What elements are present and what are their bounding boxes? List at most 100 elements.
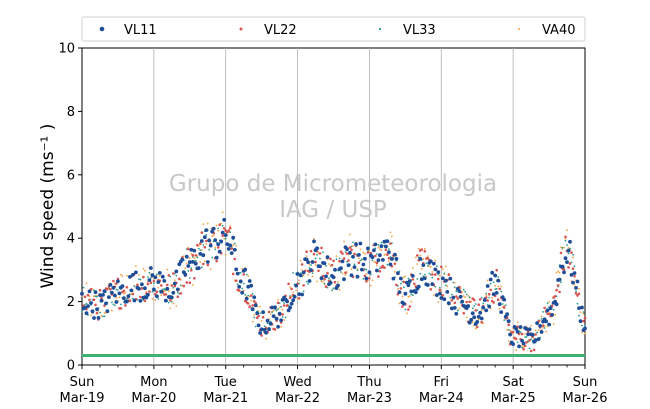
- data-point: [335, 258, 338, 260]
- data-point: [320, 280, 323, 282]
- data-point: [138, 274, 140, 276]
- data-point: [89, 301, 93, 305]
- data-point: [353, 252, 356, 256]
- data-point: [543, 327, 546, 329]
- data-point: [143, 286, 147, 291]
- data-point: [325, 264, 327, 267]
- data-point: [114, 300, 119, 304]
- data-point: [122, 296, 126, 301]
- data-point: [95, 311, 99, 315]
- legend-label-va40: VA40: [542, 23, 576, 38]
- data-point: [184, 267, 187, 270]
- data-point: [560, 264, 565, 269]
- data-point: [384, 244, 388, 249]
- data-point: [200, 231, 204, 234]
- data-point: [188, 257, 191, 260]
- data-point: [160, 284, 163, 287]
- data-point: [207, 238, 212, 243]
- data-point: [259, 327, 264, 332]
- data-point: [117, 289, 119, 291]
- data-point: [315, 246, 319, 251]
- data-point: [182, 284, 186, 288]
- data-point: [121, 275, 124, 277]
- data-point: [290, 295, 293, 298]
- data-point: [135, 265, 137, 267]
- data-point: [557, 270, 559, 273]
- data-point: [354, 242, 358, 247]
- data-point: [124, 304, 127, 307]
- data-point: [123, 292, 125, 295]
- data-point: [379, 248, 381, 251]
- data-point: [433, 267, 438, 272]
- data-point: [235, 271, 240, 276]
- x-tick-label-day: Fri: [434, 375, 450, 390]
- data-point: [316, 254, 318, 256]
- data-point: [410, 300, 413, 303]
- data-point: [307, 282, 309, 285]
- data-point: [124, 291, 127, 294]
- data-point: [163, 289, 166, 292]
- data-point: [450, 293, 453, 296]
- data-point: [552, 323, 555, 325]
- data-point: [285, 299, 289, 304]
- data-point: [583, 316, 587, 320]
- data-point: [302, 284, 305, 287]
- data-point: [289, 286, 291, 288]
- data-point: [324, 285, 328, 288]
- data-point: [290, 287, 293, 291]
- data-point: [515, 349, 517, 352]
- data-point: [356, 269, 359, 272]
- data-point: [456, 297, 460, 300]
- data-point: [436, 270, 441, 275]
- data-point: [206, 263, 210, 267]
- data-point: [211, 235, 214, 238]
- data-point: [572, 271, 577, 275]
- data-point: [444, 284, 447, 287]
- data-point: [305, 250, 308, 253]
- data-point: [196, 243, 199, 247]
- data-point: [149, 266, 153, 270]
- data-point: [335, 255, 338, 257]
- data-point: [217, 229, 220, 232]
- data-point: [475, 325, 479, 329]
- data-point: [165, 286, 170, 291]
- data-point: [498, 287, 502, 291]
- data-point: [333, 267, 337, 272]
- data-point: [111, 285, 116, 290]
- x-tick-label-day: Thu: [356, 375, 381, 390]
- data-point: [389, 231, 392, 234]
- data-point: [503, 319, 506, 321]
- data-point: [429, 266, 432, 268]
- data-point: [471, 321, 474, 324]
- data-point: [521, 344, 523, 347]
- legend-box: [81, 16, 586, 42]
- data-point: [584, 324, 586, 327]
- data-point: [220, 230, 225, 235]
- data-point: [373, 261, 375, 263]
- data-point: [437, 291, 442, 296]
- data-point: [340, 271, 342, 273]
- data-point: [428, 272, 431, 275]
- data-point: [318, 264, 322, 269]
- data-point: [190, 252, 193, 255]
- data-point: [205, 243, 208, 245]
- x-tick-label-date: Mar-20: [131, 391, 176, 406]
- data-point: [493, 273, 498, 278]
- data-point: [380, 241, 383, 244]
- data-point: [249, 294, 253, 297]
- data-point: [114, 304, 116, 307]
- data-point: [150, 273, 155, 278]
- data-point: [148, 290, 151, 293]
- data-point: [496, 298, 500, 302]
- data-point: [497, 285, 500, 288]
- data-point: [443, 278, 448, 283]
- data-point: [357, 261, 361, 265]
- data-point: [365, 273, 368, 275]
- data-point: [319, 257, 321, 260]
- data-point: [170, 284, 174, 287]
- data-point: [298, 279, 300, 282]
- data-point: [363, 274, 367, 278]
- data-point: [492, 281, 495, 284]
- data-point: [84, 311, 89, 316]
- data-point: [560, 246, 562, 249]
